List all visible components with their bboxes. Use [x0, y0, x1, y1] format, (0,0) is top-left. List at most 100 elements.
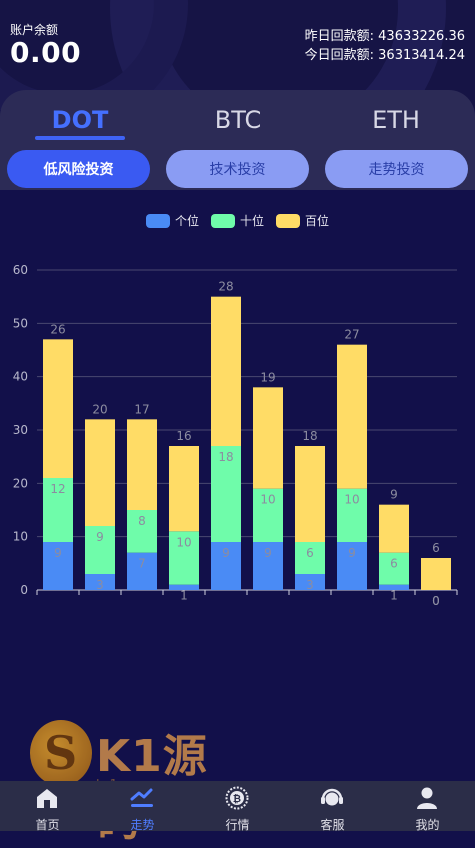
bar-segment: [253, 488, 283, 542]
data-label: 17: [134, 402, 149, 416]
legend-item-ge[interactable]: 个位: [146, 212, 199, 229]
legend-swatch: [211, 213, 235, 228]
data-label: 18: [218, 450, 233, 464]
y-tick-label: 20: [13, 476, 28, 490]
nav-home[interactable]: 首页: [0, 781, 95, 832]
bar-segment: [337, 488, 367, 542]
data-label: 18: [302, 429, 317, 443]
y-tick-label: 30: [13, 423, 28, 437]
bar-segment: [295, 446, 325, 542]
bar-segment: [379, 504, 409, 553]
data-label: 0: [432, 594, 440, 605]
nav-label: 走势: [130, 818, 155, 832]
today-payback: 今日回款额: 36313414.24: [304, 48, 465, 63]
yesterday-payback: 昨日回款额: 43633226.36: [304, 29, 465, 44]
payback-summary: 昨日回款额: 43633226.36 今日回款额: 36313414.24: [305, 27, 465, 65]
data-label: 28: [218, 280, 233, 294]
data-label: 10: [260, 493, 275, 507]
data-label: 16: [176, 429, 191, 443]
data-label: 9: [96, 530, 104, 544]
home-icon: [37, 789, 57, 808]
nav-label: 行情: [225, 818, 250, 832]
data-label: 6: [390, 557, 398, 571]
bar-segment: [211, 296, 241, 446]
data-label: 10: [344, 493, 359, 507]
tab-eth[interactable]: ETH: [372, 106, 420, 134]
data-label: 10: [176, 535, 191, 549]
data-label: 9: [264, 546, 272, 560]
selector-panel: DOT BTC ETH 低风险投资 技术投资 走势投资: [0, 90, 475, 190]
bar-segment: [211, 542, 241, 590]
market-icon: ₿: [225, 786, 249, 810]
strategy-technical-button[interactable]: 技术投资: [166, 150, 309, 188]
chart-legend: 个位 十位 百位: [0, 212, 475, 232]
data-label: 1: [390, 589, 398, 603]
data-label: 3: [96, 578, 104, 592]
active-tab-indicator: [35, 136, 125, 140]
bar-segment: [43, 478, 73, 542]
nav-label: 首页: [35, 818, 60, 832]
bar-segment: [169, 531, 199, 585]
coin-tabs: DOT BTC ETH: [0, 90, 475, 146]
data-label: 9: [348, 546, 356, 560]
bar-segment: [337, 344, 367, 489]
data-label: 19: [260, 370, 275, 384]
data-label: 6: [306, 546, 314, 560]
y-tick-label: 10: [13, 530, 28, 544]
bar-segment: [211, 446, 241, 542]
bar-segment: [85, 419, 115, 526]
y-tick-label: 50: [13, 316, 28, 330]
data-label: 1: [180, 589, 188, 603]
bar-segment: [43, 339, 73, 478]
svg-text:₿: ₿: [233, 793, 241, 805]
nav-market[interactable]: ₿ 行情: [190, 781, 285, 832]
watermark-logo: S: [30, 720, 92, 786]
legend-swatch: [146, 213, 170, 228]
legend-item-shi[interactable]: 十位: [211, 212, 264, 229]
bar-segment: [295, 574, 325, 590]
support-icon: [321, 788, 343, 806]
bar-segment: [85, 526, 115, 574]
y-tick-label: 60: [13, 263, 28, 277]
data-label: 9: [390, 488, 398, 502]
nav-mine[interactable]: 我的: [380, 781, 475, 832]
bar-segment: [337, 542, 367, 590]
bar-segment: [127, 510, 157, 553]
data-label: 8: [138, 514, 146, 528]
data-label: 3: [306, 578, 314, 592]
balance-label: 账户余额: [10, 23, 59, 37]
bar-segment: [85, 574, 115, 590]
data-label: 0: [432, 594, 440, 605]
nav-label: 我的: [415, 818, 440, 832]
data-label: 6: [432, 541, 440, 555]
bar-segment: [127, 552, 157, 590]
y-tick-label: 0: [20, 583, 28, 597]
data-label: 9: [222, 546, 230, 560]
bar-segment: [43, 542, 73, 590]
nav-label: 客服: [320, 818, 345, 832]
data-label: 9: [54, 546, 62, 560]
legend-swatch: [276, 213, 300, 228]
bar-segment: [295, 542, 325, 574]
data-label: 12: [50, 482, 65, 496]
bar-segment: [421, 558, 451, 590]
user-icon: [417, 787, 437, 809]
bottom-nav: 首页 走势 ₿ 行情 客服 我的: [0, 781, 475, 832]
data-label: 20: [92, 402, 107, 416]
nav-support[interactable]: 客服: [285, 781, 380, 832]
data-label: 27: [344, 328, 359, 342]
bar-segment: [169, 446, 199, 532]
strategy-trend-button[interactable]: 走势投资: [325, 150, 468, 188]
strategy-low-risk-button[interactable]: 低风险投资: [7, 150, 150, 188]
bar-segment: [379, 552, 409, 585]
data-label: 26: [50, 322, 65, 336]
tab-btc[interactable]: BTC: [214, 106, 262, 134]
bar-segment: [127, 419, 157, 510]
bar-segment: [253, 542, 283, 590]
nav-trend[interactable]: 走势: [95, 781, 190, 832]
bar-segment: [253, 387, 283, 489]
tab-dot[interactable]: DOT: [51, 106, 109, 134]
legend-item-bai[interactable]: 百位: [276, 212, 329, 229]
bar-segment: [169, 584, 199, 590]
stacked-bar-chart: 0102030405060912263920781711016918289101…: [13, 263, 458, 605]
